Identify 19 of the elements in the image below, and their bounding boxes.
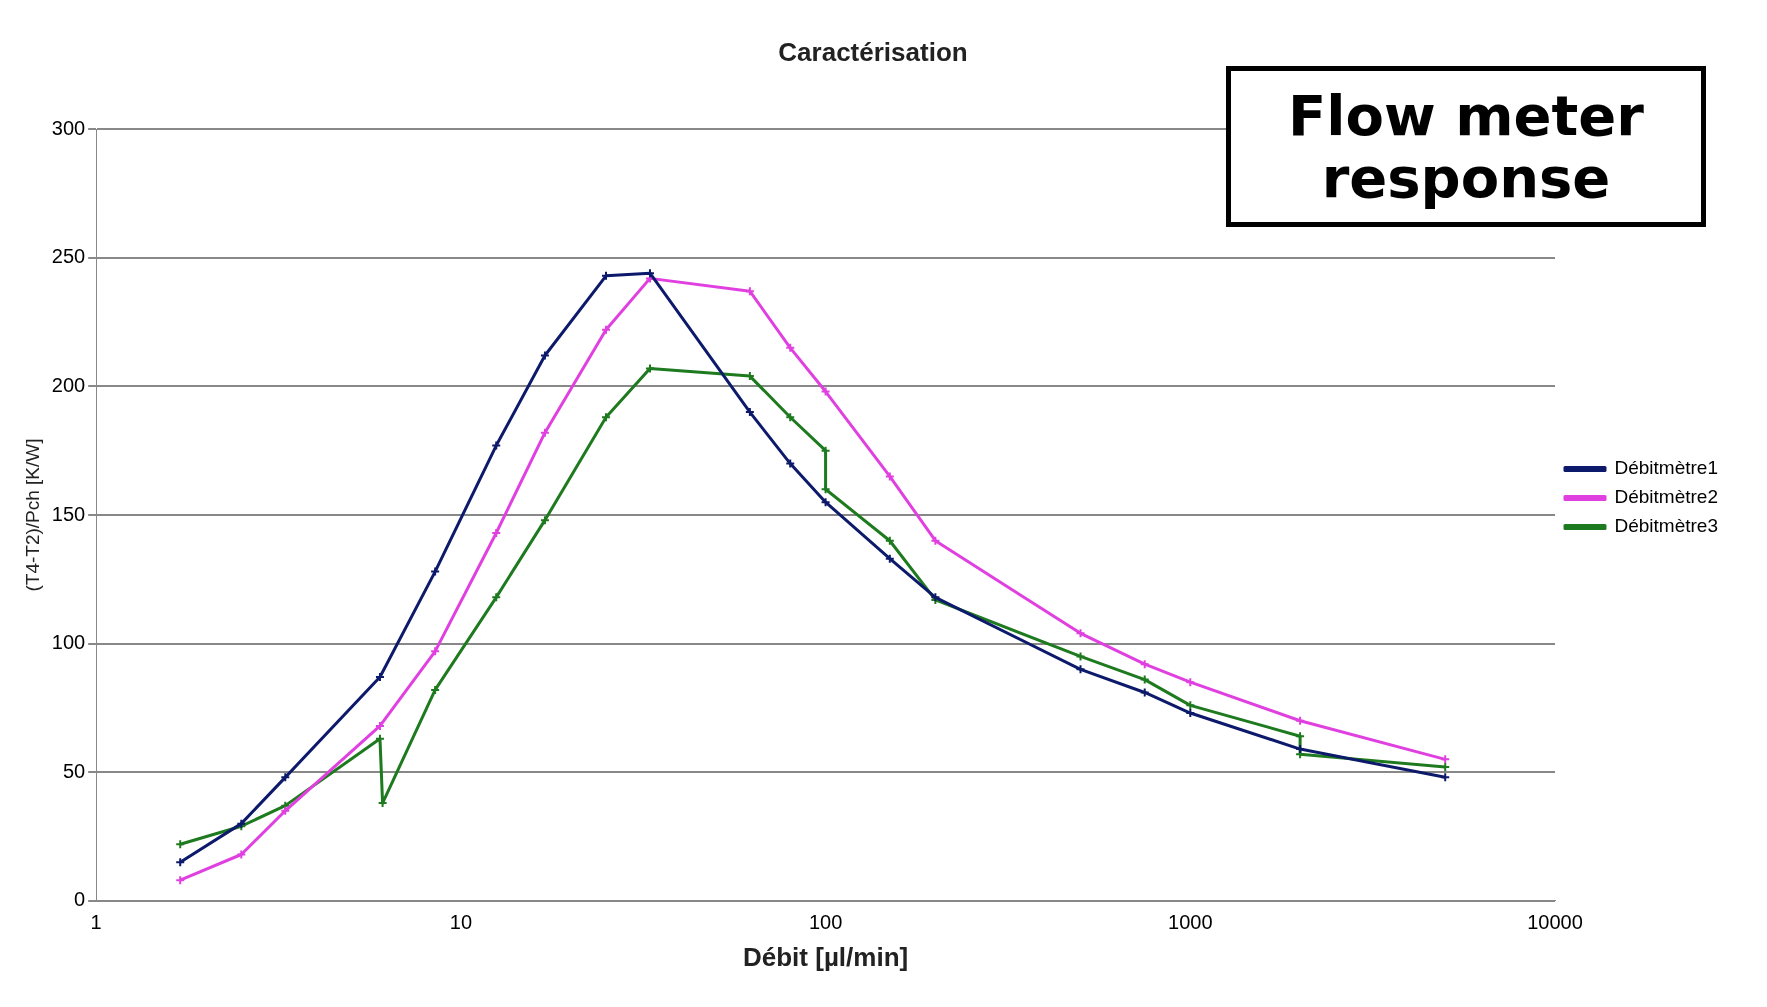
annotation: Flow meter response [1226, 66, 1706, 228]
chart-title: Caractérisation [778, 36, 968, 67]
legend-label: Débitmètre2 [1614, 486, 1719, 508]
x-axis-title: Débit [µl/min] [742, 941, 909, 972]
x-tick-label: 10000 [1527, 911, 1583, 934]
legend-label: Débitmètre3 [1614, 515, 1719, 537]
x-tick-label: 1000 [1168, 911, 1213, 934]
x-tick-label: 1 [90, 911, 102, 934]
x-tick-label: 10 [449, 911, 472, 934]
y-tick-label: 50 [62, 759, 86, 782]
x-tick-label: 100 [808, 911, 843, 934]
y-tick-label: 0 [74, 888, 86, 911]
y-tick-label: 150 [51, 502, 86, 525]
legend-label: Débitmètre1 [1614, 457, 1719, 479]
y-tick-label: 300 [51, 116, 86, 139]
y-tick-label: 200 [51, 373, 86, 396]
y-axis-title: (T4-T2)/Pch [K/W] [21, 438, 43, 592]
y-tick-label: 100 [51, 631, 86, 654]
y-tick-label: 250 [51, 245, 86, 268]
